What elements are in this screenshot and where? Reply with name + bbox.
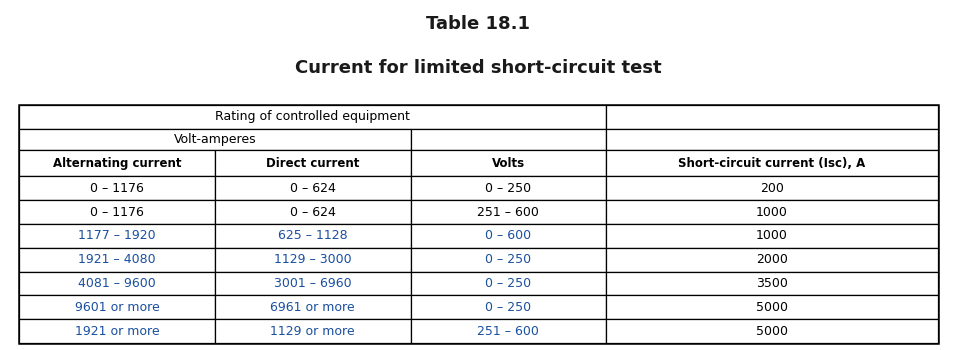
Text: 2000: 2000	[756, 253, 788, 266]
Text: 1177 – 1920: 1177 – 1920	[78, 229, 156, 243]
Bar	[606, 150, 938, 176]
Text: 6961 or more: 6961 or more	[271, 301, 355, 314]
Bar	[19, 176, 214, 200]
Bar	[214, 248, 411, 272]
Text: 1129 – 3000: 1129 – 3000	[274, 253, 351, 266]
Text: 5000: 5000	[756, 324, 788, 338]
Bar	[19, 129, 411, 150]
Bar	[19, 248, 214, 272]
Bar	[19, 105, 606, 129]
Bar	[411, 295, 606, 319]
Bar	[19, 319, 214, 343]
Bar	[606, 319, 938, 343]
Bar	[19, 150, 214, 176]
Text: 1921 – 4080: 1921 – 4080	[78, 253, 156, 266]
Bar	[19, 200, 214, 224]
Text: 1921 or more: 1921 or more	[75, 324, 159, 338]
Bar	[606, 295, 938, 319]
Bar	[606, 176, 938, 200]
Bar	[214, 319, 411, 343]
Bar	[606, 200, 938, 224]
Bar	[411, 272, 606, 295]
Text: 1000: 1000	[756, 229, 788, 243]
Text: 0 – 1176: 0 – 1176	[90, 182, 144, 195]
Bar	[411, 319, 606, 343]
Bar	[19, 272, 214, 295]
Bar	[411, 224, 606, 248]
Bar	[411, 200, 606, 224]
Bar	[214, 176, 411, 200]
Bar	[411, 176, 606, 200]
Text: 625 – 1128: 625 – 1128	[278, 229, 347, 243]
Text: 0 – 250: 0 – 250	[485, 277, 531, 290]
Bar	[214, 224, 411, 248]
Bar	[606, 129, 938, 150]
Bar	[411, 248, 606, 272]
Text: Volt-amperes: Volt-amperes	[173, 133, 256, 146]
Text: 1129 or more: 1129 or more	[271, 324, 355, 338]
Text: 1000: 1000	[756, 205, 788, 219]
Text: 3001 – 6960: 3001 – 6960	[274, 277, 351, 290]
Text: 0 – 624: 0 – 624	[290, 205, 336, 219]
Text: Current for limited short-circuit test: Current for limited short-circuit test	[295, 59, 662, 77]
Bar	[19, 224, 214, 248]
Text: 3500: 3500	[756, 277, 788, 290]
Bar	[606, 272, 938, 295]
Text: 0 – 250: 0 – 250	[485, 182, 531, 195]
Text: 0 – 1176: 0 – 1176	[90, 205, 144, 219]
Text: Short-circuit current (Isc), A: Short-circuit current (Isc), A	[679, 157, 866, 170]
Bar	[214, 200, 411, 224]
Text: Table 18.1: Table 18.1	[427, 15, 530, 33]
Text: Alternating current: Alternating current	[53, 157, 181, 170]
Bar	[19, 295, 214, 319]
Bar	[411, 129, 606, 150]
Bar	[411, 150, 606, 176]
Text: 0 – 250: 0 – 250	[485, 301, 531, 314]
Bar	[606, 105, 938, 129]
Text: 0 – 624: 0 – 624	[290, 182, 336, 195]
Text: 251 – 600: 251 – 600	[478, 205, 540, 219]
Bar	[606, 248, 938, 272]
Text: 9601 or more: 9601 or more	[75, 301, 160, 314]
Text: 0 – 600: 0 – 600	[485, 229, 531, 243]
Text: Rating of controlled equipment: Rating of controlled equipment	[215, 110, 411, 124]
Text: 200: 200	[760, 182, 784, 195]
Text: Direct current: Direct current	[266, 157, 360, 170]
Bar	[606, 224, 938, 248]
Bar	[214, 150, 411, 176]
Text: 0 – 250: 0 – 250	[485, 253, 531, 266]
Text: 4081 – 9600: 4081 – 9600	[78, 277, 156, 290]
Text: Volts: Volts	[492, 157, 525, 170]
Bar	[214, 295, 411, 319]
Bar	[214, 272, 411, 295]
Text: 251 – 600: 251 – 600	[478, 324, 540, 338]
Text: 5000: 5000	[756, 301, 788, 314]
